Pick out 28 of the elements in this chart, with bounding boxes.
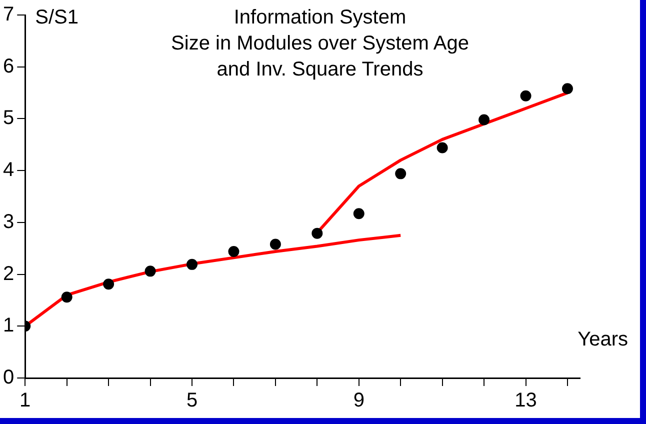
x-tick-label: 13 [514, 390, 537, 412]
point [270, 238, 281, 250]
y-tick-label: 6 [3, 55, 14, 78]
y-tick-label: 1 [3, 314, 14, 337]
point [520, 90, 532, 102]
point [353, 208, 364, 220]
point [436, 142, 448, 154]
y-tick-label: 3 [3, 210, 14, 233]
y-tick-label: 0 [3, 366, 14, 389]
point [395, 168, 406, 180]
point [478, 114, 490, 126]
point [312, 228, 323, 239]
x-tick-label: 5 [186, 390, 198, 412]
point [228, 246, 240, 257]
point [103, 278, 114, 290]
y-tick-label: 5 [3, 107, 14, 130]
x-axis-title: Years [578, 328, 628, 351]
y-axis-title: S/S1 [35, 6, 78, 29]
x-tick-label: 1 [20, 390, 31, 412]
point [186, 258, 198, 270]
y-tick-label: 7 [3, 4, 14, 26]
point [61, 292, 72, 303]
y-tick-label: 4 [3, 159, 14, 182]
point [562, 83, 573, 94]
x-tick-label: 9 [353, 390, 364, 412]
text: Information System Size in Modules over System Age and Inv. Square Trends [171, 6, 469, 81]
point [144, 266, 156, 277]
y-tick-label: 2 [3, 262, 14, 285]
